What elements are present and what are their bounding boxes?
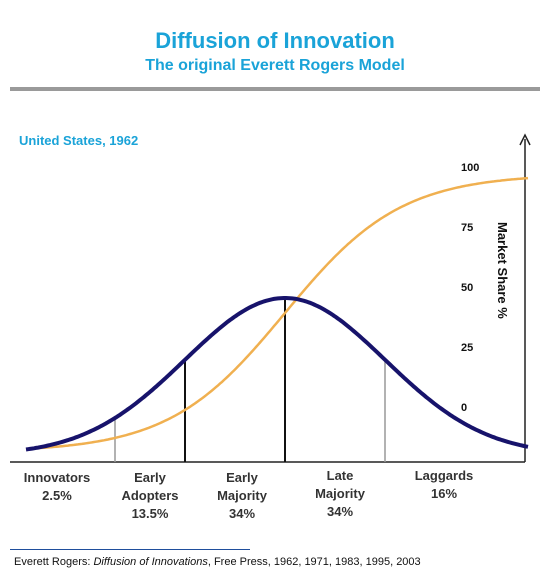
diffusion-chart: 0 25 50 75 100 Market Share % Innovators 2.5%… (10, 133, 531, 521)
citation-author: Everett Rogers: (14, 556, 94, 568)
segment-label-early-majority: Early Majority 34% (217, 470, 268, 521)
y-tick-50: 50 (461, 282, 473, 294)
header-divider (10, 87, 540, 91)
axes (10, 133, 531, 463)
footer-divider (10, 549, 250, 550)
chart-subtitle: The original Everett Rogers Model (145, 57, 405, 74)
market-share-s-curve (25, 176, 529, 451)
segment-labels: Innovators 2.5% Early Adopters 13.5% Early Maj… (24, 468, 473, 521)
segment-label-early-adopters: Early Adopters 13.5% (121, 470, 178, 521)
citation-details: , Free Press, 1962, 1971, 1983, 1995, 20… (207, 556, 421, 568)
y-axis-label: Market Share % (495, 222, 510, 319)
y-tick-25: 25 (461, 342, 473, 354)
y-tick-0: 0 (461, 402, 467, 414)
y-axis-arrow (519, 133, 531, 146)
segment-label-laggards: Laggards 16% (415, 468, 474, 501)
chart-title: Diffusion of Innovation (155, 28, 395, 53)
y-tick-100: 100 (461, 162, 479, 174)
adoption-bell-curve (25, 296, 529, 452)
citation: Everett Rogers: Diffusion of Innovations… (14, 556, 421, 568)
citation-book: Diffusion of Innovations (93, 556, 208, 568)
region-label: United States, 1962 (19, 133, 139, 148)
segment-label-innovators: Innovators 2.5% (24, 470, 90, 503)
segment-label-late-majority: Late Majority 34% (315, 468, 366, 519)
y-tick-labels: 0 25 50 75 100 (461, 162, 479, 414)
y-tick-75: 75 (461, 222, 473, 234)
